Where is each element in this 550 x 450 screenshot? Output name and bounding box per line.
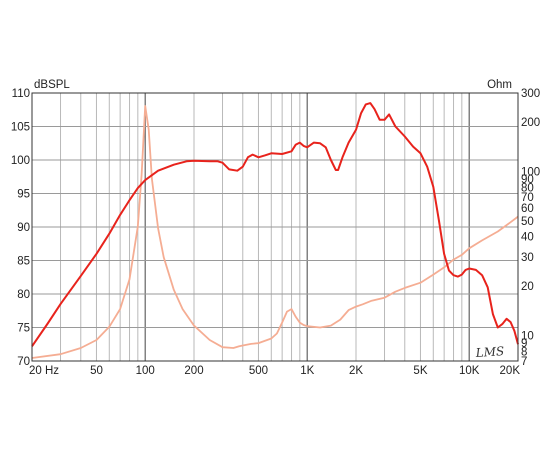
x-axis-tick-label: 5K [413,365,427,377]
left-axis-tick-label: 110 [12,88,30,100]
right-axis-tick-label: 40 [521,232,534,244]
left-axis-tick-label: 105 [11,122,30,134]
x-axis-tick-label: 50 [90,365,103,377]
right-axis-tick-label: 200 [521,117,540,129]
left-axis-tick-label: 85 [17,256,30,268]
x-axis-tick-label: 20 Hz [29,365,59,377]
x-axis-ticks: 20 Hz 50 100 200 500 1K 2K 5K 10K 20K [29,365,520,377]
spl-curve [31,102,519,347]
right-axis-tick-label: 70 [521,192,534,204]
left-axis-tick-label: 95 [17,189,30,201]
right-axis-tick-label: 300 [521,88,540,100]
grid [32,93,518,361]
right-axis-tick-label: 9 [521,338,527,350]
x-axis-tick-label: 200 [184,365,203,377]
right-axis-tick-label: 30 [521,252,534,264]
x-axis-tick-label: 20K [500,365,521,377]
right-axis-tick-label: 60 [521,203,534,215]
x-axis-tick-label: 10K [459,365,480,377]
impedance-curve [31,105,519,359]
left-axis-tick-label: 90 [17,222,30,234]
left-axis-unit-label: dBSPL [34,79,70,91]
right-axis-tick-label: 20 [521,281,534,293]
lms-logo: LMS [474,344,504,360]
right-axis-tick-label: 50 [521,216,534,228]
right-axis-tick-label: 90 [521,174,534,186]
left-axis-tick-label: 75 [17,323,30,335]
right-axis-tick-label: 10 [521,331,534,343]
left-axis-tick-label: 80 [17,289,30,301]
right-axis-tick-label: 80 [521,182,534,194]
right-axis-tick-label: 100 [521,166,540,178]
left-axis-tick-label: 70 [17,356,30,368]
right-axis-tick-label: 7 [521,356,527,368]
right-axis-tick-label: 8 [521,346,527,358]
series-layer [31,102,519,359]
x-axis-tick-label: 2K [349,365,363,377]
right-axis-unit-label: Ohm [487,79,512,91]
left-axis-ticks: 70 75 80 85 90 95 100 105 110 [11,88,30,368]
x-axis-tick-label: 500 [249,365,268,377]
x-axis-tick-label: 100 [136,365,155,377]
left-axis-tick-label: 100 [11,155,30,167]
plot-frame [31,92,519,362]
x-axis-tick-label: 1K [300,365,314,377]
